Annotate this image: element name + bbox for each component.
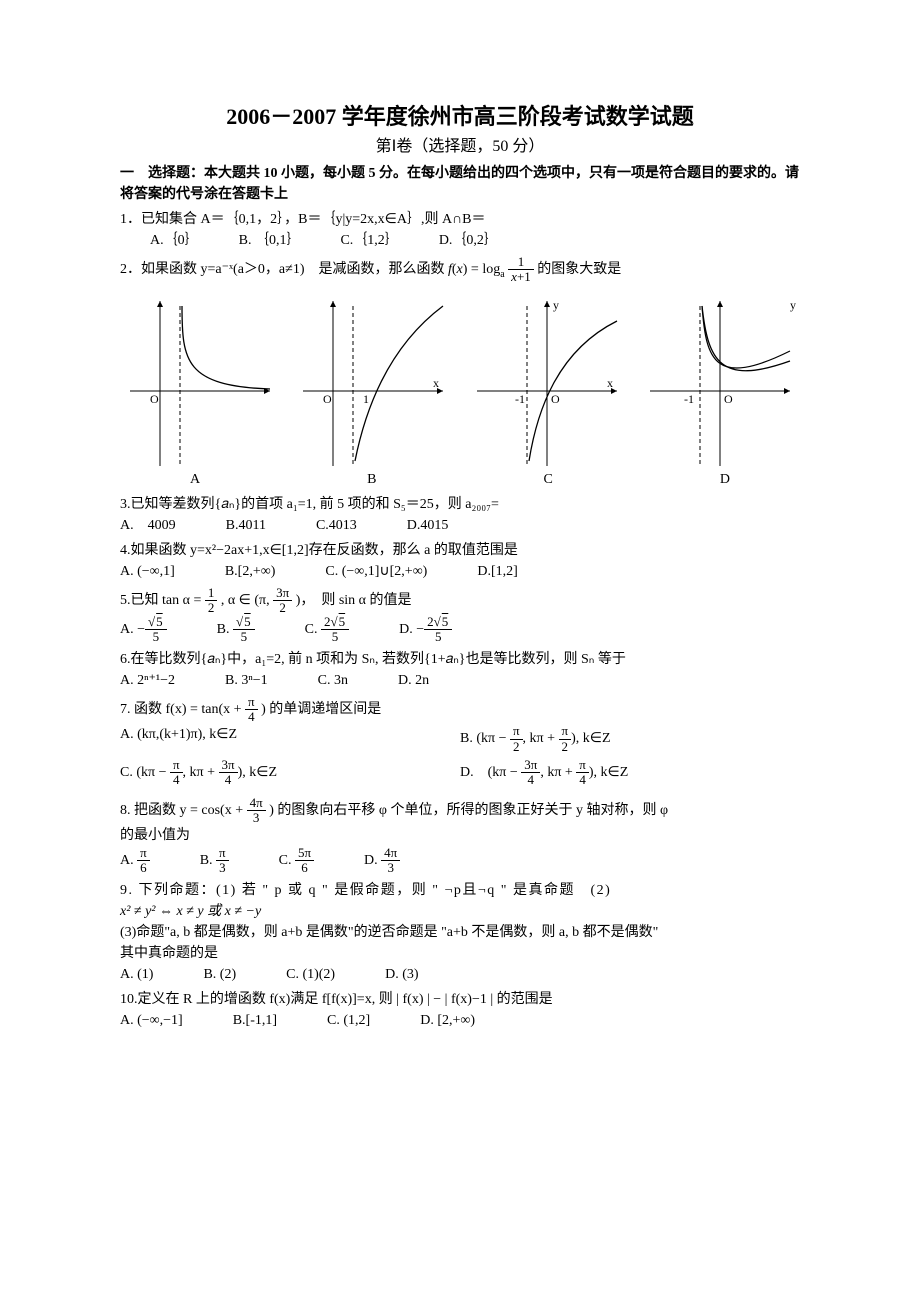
q1-opt-c: C.｛1,2｝ bbox=[340, 230, 398, 251]
q3-stem: 3.已知等差数列{𝑎ₙ}的首项 a₁=1, 前 5 项的和 S₅＝25，则 a₂… bbox=[120, 494, 800, 515]
q8-stem-l: 8. 把函数 y = cos(x + bbox=[120, 803, 247, 818]
question-1: 1．已知集合 A＝｛0,1，2｝，B＝｛y|y=2x,x∈A｝,则 A∩B＝ A… bbox=[120, 209, 800, 251]
question-10: 10.定义在 R 上的增函数 f(x)满足 f[f(x)]=x, 则 | f(x… bbox=[120, 989, 800, 1031]
q1-opt-a: A.｛0｝ bbox=[150, 230, 199, 251]
q8-stem: 8. 把函数 y = cos(x + 4π3 ) 的图象向右平移 φ 个单位，所… bbox=[120, 796, 800, 826]
q3-opt-a: A. 4009 bbox=[120, 515, 176, 536]
question-2: 2．如果函数 y=a⁻ˣ(a＞0，a≠1) 是减函数，那么函数 f(x) = l… bbox=[120, 255, 800, 490]
q2-label-a: A bbox=[190, 469, 200, 490]
q3-opt-d: D.4015 bbox=[407, 515, 449, 536]
q4-opt-c: C. (−∞,1]∪[2,+∞) bbox=[325, 561, 427, 582]
page-title: 2006－2007 学年度徐州市高三阶段考试数学试题 bbox=[120, 100, 800, 133]
svg-text:O: O bbox=[323, 392, 332, 406]
q2-plot-b: O 1 x bbox=[293, 291, 453, 471]
q2-plot-a: O bbox=[120, 291, 280, 471]
q9-line2: x² ≠ y² ⇔ x ≠ y 或 x ≠ −y bbox=[120, 901, 800, 922]
svg-text:y: y bbox=[553, 298, 559, 312]
q8-opt-a: A. π6 bbox=[120, 846, 150, 876]
q7-opt-c: C. (kπ − π4, kπ + 3π4), k∈Z bbox=[120, 758, 460, 788]
q3-opt-c: C.4013 bbox=[316, 515, 357, 536]
svg-text:-1: -1 bbox=[684, 392, 694, 406]
question-3: 3.已知等差数列{𝑎ₙ}的首项 a₁=1, 前 5 项的和 S₅＝25，则 a₂… bbox=[120, 494, 800, 536]
q7-opt-d: D. (kπ − 3π4, kπ + π4), k∈Z bbox=[460, 758, 800, 788]
q4-opt-d: D.[1,2] bbox=[477, 561, 517, 582]
q2-plot-d: O -1 y bbox=[640, 291, 800, 471]
q5-stem: 5.已知 tan α = 12 , α ∈ (π, 3π2 )， 则 sin α… bbox=[120, 586, 800, 616]
svg-text:O: O bbox=[150, 392, 159, 406]
q5-opt-d: D. −2√55 bbox=[399, 615, 452, 645]
q10-stem: 10.定义在 R 上的增函数 f(x)满足 f[f(x)]=x, 则 | f(x… bbox=[120, 989, 800, 1010]
q6-opt-a: A. 2ⁿ⁺¹−2 bbox=[120, 670, 175, 691]
q2-plot-c: O -1 x y bbox=[467, 291, 627, 471]
q2-label-d: D bbox=[720, 469, 730, 490]
q6-opt-d: D. 2n bbox=[398, 670, 429, 691]
q1-opt-d: D.｛0,2｝ bbox=[439, 230, 498, 251]
q9-opt-d: D. (3) bbox=[385, 964, 418, 985]
q7-opt-a: A. (kπ,(k+1)π), k∈Z bbox=[120, 724, 460, 754]
q3-opt-b: B.4011 bbox=[226, 515, 266, 536]
q2-stem-left: 2．如果函数 y=a⁻ˣ(a＞0，a≠1) 是减函数，那么函数 bbox=[120, 262, 448, 277]
q2-label-c: C bbox=[544, 469, 553, 490]
q5-stem-l: 5.已知 tan α = bbox=[120, 593, 205, 608]
question-7: 7. 函数 f(x) = tan(x + π4 ) 的单调递增区间是 A. (k… bbox=[120, 695, 800, 792]
q8-opt-d: D. 4π3 bbox=[364, 846, 400, 876]
q7-stem: 7. 函数 f(x) = tan(x + π4 ) 的单调递增区间是 bbox=[120, 695, 800, 725]
q6-opt-b: B. 3ⁿ−1 bbox=[225, 670, 268, 691]
svg-text:1: 1 bbox=[363, 392, 369, 406]
q5-stem-m: , α ∈ (π, bbox=[221, 593, 273, 608]
q2-label-b: B bbox=[367, 469, 376, 490]
q2-plots: O O 1 x O -1 x y bbox=[120, 291, 800, 471]
svg-text:x: x bbox=[433, 376, 439, 390]
q5-opt-b: B. √55 bbox=[217, 615, 255, 645]
page-subtitle: 第Ⅰ卷（选择题，50 分） bbox=[120, 135, 800, 159]
q4-opt-a: A. (−∞,1] bbox=[120, 561, 175, 582]
svg-text:x: x bbox=[607, 376, 613, 390]
q2-stem-right: 的图象大致是 bbox=[537, 262, 621, 277]
q9-opt-c: C. (1)(2) bbox=[286, 964, 335, 985]
svg-text:y: y bbox=[790, 298, 796, 312]
q8-opt-b: B. π3 bbox=[200, 846, 229, 876]
q9-line4: 其中真命题的是 bbox=[120, 943, 800, 964]
svg-text:O: O bbox=[724, 392, 733, 406]
q8-stem-r: ) 的图象向右平移 φ 个单位，所得的图象正好关于 y 轴对称，则 φ bbox=[269, 803, 668, 818]
q4-stem: 4.如果函数 y=x²−2ax+1,x∈[1,2]存在反函数，那么 a 的取值范… bbox=[120, 540, 800, 561]
q8-stem-line2: 的最小值为 bbox=[120, 825, 800, 846]
q1-stem: 1．已知集合 A＝｛0,1，2｝，B＝｛y|y=2x,x∈A｝,则 A∩B＝ bbox=[120, 209, 800, 230]
question-8: 8. 把函数 y = cos(x + 4π3 ) 的图象向右平移 φ 个单位，所… bbox=[120, 796, 800, 876]
question-4: 4.如果函数 y=x²−2ax+1,x∈[1,2]存在反函数，那么 a 的取值范… bbox=[120, 540, 800, 582]
q7-opt-b: B. (kπ − π2, kπ + π2), k∈Z bbox=[460, 724, 800, 754]
svg-text:O: O bbox=[551, 392, 560, 406]
q2-plot-labels: A B C D bbox=[120, 469, 800, 490]
q6-opt-c: C. 3n bbox=[318, 670, 348, 691]
q10-opt-c: C. (1,2] bbox=[327, 1010, 370, 1031]
q10-opt-b: B.[-1,1] bbox=[233, 1010, 277, 1031]
section-heading: 一 选择题：本大题共 10 小题，每小题 5 分。在每小题给出的四个选项中，只有… bbox=[120, 163, 800, 205]
q8-opt-c: C. 5π6 bbox=[279, 846, 314, 876]
question-9: 9. 下列命题：(1) 若 " p 或 q " 是假命题，则 " ¬p且¬q "… bbox=[120, 880, 800, 985]
q5-opt-a: A. −√55 bbox=[120, 615, 167, 645]
q9-opt-a: A. (1) bbox=[120, 964, 153, 985]
q5-stem-r: )， 则 sin α 的值是 bbox=[296, 593, 412, 608]
q10-opt-a: A. (−∞,−1] bbox=[120, 1010, 183, 1031]
q2-formula: f(x) = loga 1x+1 bbox=[448, 262, 537, 277]
q1-opt-b: B. ｛0,1｝ bbox=[239, 230, 301, 251]
q9-line3: (3)命题"a, b 都是偶数，则 a+b 是偶数"的逆否命题是 "a+b 不是… bbox=[120, 922, 800, 943]
q10-opt-d: D. [2,+∞) bbox=[420, 1010, 475, 1031]
q5-opt-c: C. 2√55 bbox=[305, 615, 349, 645]
question-5: 5.已知 tan α = 12 , α ∈ (π, 3π2 )， 则 sin α… bbox=[120, 586, 800, 645]
q2-stem: 2．如果函数 y=a⁻ˣ(a＞0，a≠1) 是减函数，那么函数 f(x) = l… bbox=[120, 255, 800, 285]
q7-stem-r: ) 的单调递增区间是 bbox=[261, 702, 381, 717]
question-6: 6.在等比数列{𝑎ₙ}中，a₁=2, 前 n 项和为 Sₙ, 若数列{1+𝑎ₙ}… bbox=[120, 649, 800, 691]
q6-stem: 6.在等比数列{𝑎ₙ}中，a₁=2, 前 n 项和为 Sₙ, 若数列{1+𝑎ₙ}… bbox=[120, 649, 800, 670]
q9-opt-b: B. (2) bbox=[203, 964, 236, 985]
svg-text:-1: -1 bbox=[515, 392, 525, 406]
q4-opt-b: B.[2,+∞) bbox=[225, 561, 276, 582]
q9-line1: 9. 下列命题：(1) 若 " p 或 q " 是假命题，则 " ¬p且¬q "… bbox=[120, 880, 800, 901]
q7-stem-l: 7. 函数 f(x) = tan(x + bbox=[120, 702, 245, 717]
